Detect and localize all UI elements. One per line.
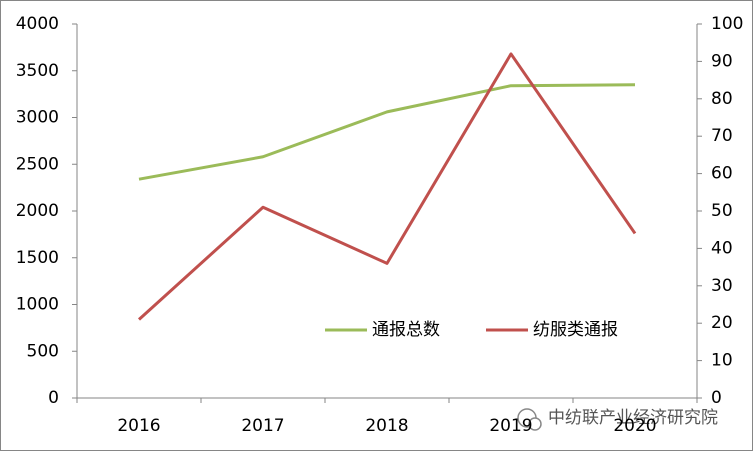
watermark: 中纺联产业经济研究院 (517, 408, 718, 431)
y2-tick-label: 100 (711, 14, 743, 34)
series-line (137, 52, 637, 321)
y2-tick-label: 80 (711, 89, 733, 109)
x-tick-label: 2016 (117, 416, 160, 436)
y-tick-label: 3500 (16, 61, 59, 81)
y2-tick-label: 50 (711, 201, 733, 221)
x-tick-label: 2019 (489, 416, 532, 436)
series-line (138, 83, 636, 181)
y-tick-label: 500 (27, 341, 59, 361)
watermark-text: 中纺联产业经济研究院 (548, 408, 718, 428)
y2-tick-label: 30 (711, 276, 733, 296)
y2-tick-label: 40 (711, 238, 733, 258)
y-tick-label: 2000 (16, 201, 59, 221)
y-tick-label: 1500 (16, 248, 59, 268)
y2-tick-label: 70 (711, 126, 733, 146)
y-tick-label: 2500 (16, 154, 59, 174)
y2-tick-label: 10 (711, 351, 733, 371)
legend-label: 纺服类通报 (533, 320, 618, 340)
y-tick-label: 4000 (16, 14, 59, 34)
x-tick-label: 2017 (241, 416, 284, 436)
y-tick-label: 3000 (16, 108, 59, 128)
y2-tick-label: 20 (711, 313, 733, 333)
y2-tick-label: 90 (711, 51, 733, 71)
y2-tick-label: 0 (711, 388, 722, 408)
y2-tick-label: 60 (711, 164, 733, 184)
legend-label: 通报总数 (372, 320, 440, 340)
x-tick-label: 2020 (613, 416, 656, 436)
x-tick-label: 2018 (365, 416, 408, 436)
y-tick-label: 0 (48, 388, 59, 408)
y-tick-label: 1000 (16, 295, 59, 315)
watermark-icon (528, 417, 542, 431)
